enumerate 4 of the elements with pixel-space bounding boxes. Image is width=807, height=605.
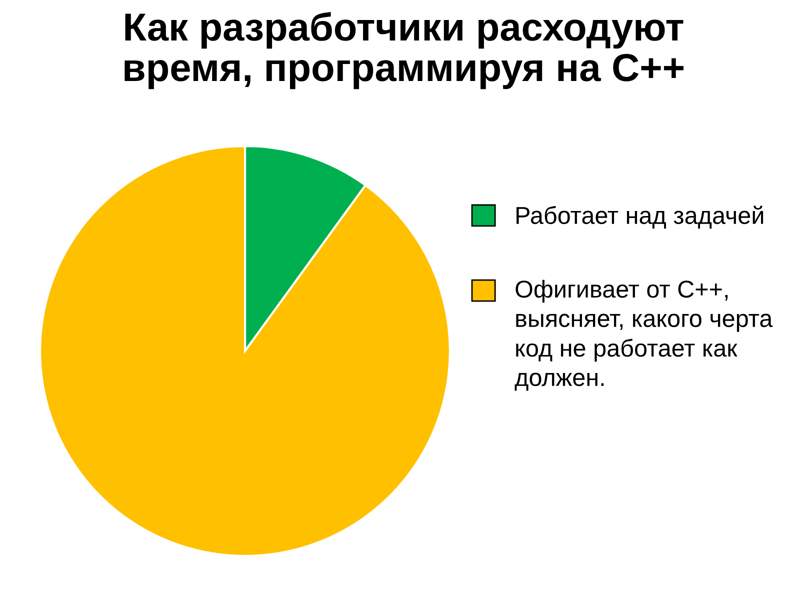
pie-slice — [39, 145, 451, 557]
legend-label: Работает над задачей — [516, 206, 764, 229]
legend-label: Офигивает от C++, выясняет, какого черта код не работает как должен. — [514, 280, 773, 391]
chart-title: Как разработчики расходуют время, программируя на C++ — [124, 12, 684, 90]
